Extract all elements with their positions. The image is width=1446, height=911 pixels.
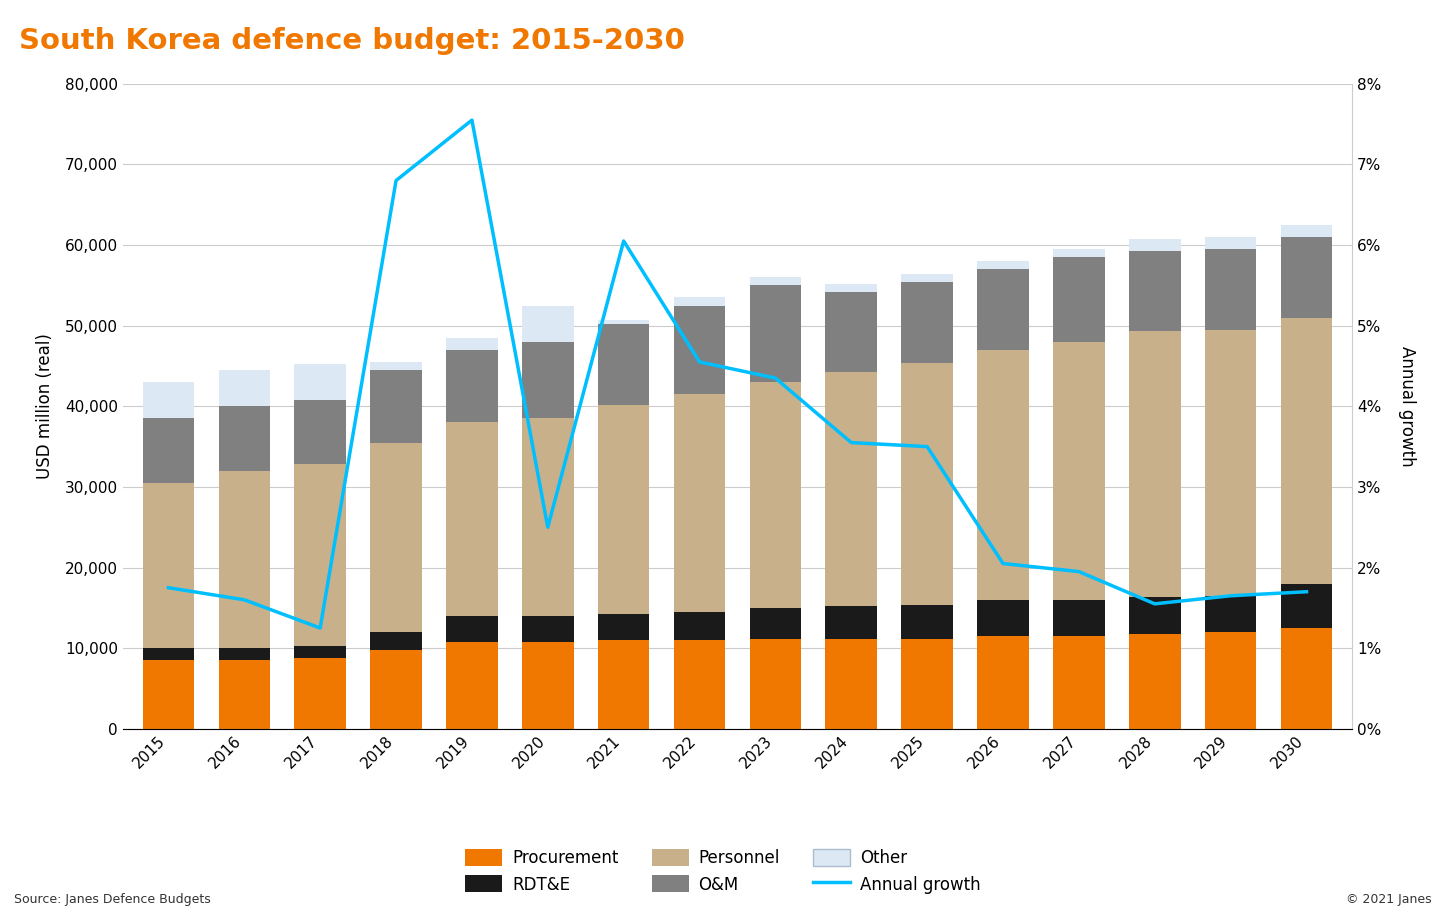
Bar — [674, 612, 726, 640]
Bar — [901, 639, 953, 729]
Bar — [1129, 598, 1180, 634]
Bar — [447, 616, 497, 641]
Bar — [977, 636, 1028, 729]
Text: South Korea defence budget: 2015-2030: South Korea defence budget: 2015-2030 — [19, 27, 684, 55]
Bar — [901, 282, 953, 363]
Bar — [143, 660, 194, 729]
Bar — [295, 465, 346, 646]
Bar — [597, 614, 649, 640]
Bar — [674, 298, 726, 305]
Bar — [749, 608, 801, 639]
Bar — [1129, 239, 1180, 251]
Bar — [977, 270, 1028, 350]
Y-axis label: USD million (real): USD million (real) — [36, 333, 54, 479]
Bar — [977, 599, 1028, 636]
Bar — [749, 639, 801, 729]
Bar — [1281, 225, 1332, 237]
Bar — [295, 400, 346, 465]
Bar — [1129, 332, 1180, 598]
Bar — [295, 658, 346, 729]
Bar — [826, 639, 878, 729]
Bar — [749, 285, 801, 382]
Bar — [597, 640, 649, 729]
Bar — [1053, 599, 1105, 636]
Bar — [901, 363, 953, 605]
Bar — [295, 363, 346, 400]
Bar — [597, 324, 649, 404]
Bar — [1281, 318, 1332, 584]
Bar — [1129, 251, 1180, 332]
Bar — [522, 641, 574, 729]
Bar — [901, 605, 953, 639]
Bar — [447, 350, 497, 423]
Legend: Procurement, RDT&E, Personnel, O&M, Other, Annual growth: Procurement, RDT&E, Personnel, O&M, Othe… — [466, 849, 980, 894]
Bar — [1129, 634, 1180, 729]
Bar — [977, 350, 1028, 599]
Bar — [977, 261, 1028, 270]
Bar — [447, 641, 497, 729]
Bar — [1053, 249, 1105, 257]
Bar — [826, 373, 878, 606]
Bar — [218, 649, 270, 660]
Bar — [218, 370, 270, 406]
Bar — [749, 382, 801, 608]
Bar — [1053, 342, 1105, 599]
Bar — [218, 660, 270, 729]
Bar — [143, 649, 194, 660]
Bar — [143, 382, 194, 418]
Bar — [1053, 636, 1105, 729]
Bar — [1281, 628, 1332, 729]
Bar — [447, 338, 497, 350]
Text: © 2021 Janes: © 2021 Janes — [1346, 894, 1432, 906]
Bar — [597, 404, 649, 614]
Bar — [1205, 632, 1257, 729]
Bar — [447, 423, 497, 616]
Bar — [1281, 237, 1332, 318]
Bar — [522, 418, 574, 616]
Bar — [1281, 584, 1332, 628]
Bar — [522, 616, 574, 641]
Bar — [1205, 330, 1257, 596]
Bar — [1205, 249, 1257, 330]
Bar — [826, 292, 878, 373]
Bar — [370, 443, 422, 632]
Bar — [522, 305, 574, 342]
Bar — [143, 418, 194, 483]
Bar — [1053, 257, 1105, 342]
Bar — [218, 471, 270, 649]
Bar — [370, 370, 422, 443]
Bar — [143, 483, 194, 649]
Bar — [370, 650, 422, 729]
Y-axis label: Annual growth: Annual growth — [1398, 346, 1416, 466]
Bar — [674, 305, 726, 394]
Text: Source: Janes Defence Budgets: Source: Janes Defence Budgets — [14, 894, 211, 906]
Bar — [370, 362, 422, 370]
Bar — [1205, 237, 1257, 249]
Bar — [674, 394, 726, 612]
Bar — [674, 640, 726, 729]
Bar — [826, 283, 878, 292]
Bar — [370, 632, 422, 650]
Bar — [218, 406, 270, 471]
Bar — [749, 277, 801, 285]
Bar — [901, 274, 953, 282]
Bar — [522, 342, 574, 418]
Bar — [826, 606, 878, 639]
Bar — [1205, 596, 1257, 632]
Bar — [295, 646, 346, 658]
Bar — [597, 320, 649, 324]
